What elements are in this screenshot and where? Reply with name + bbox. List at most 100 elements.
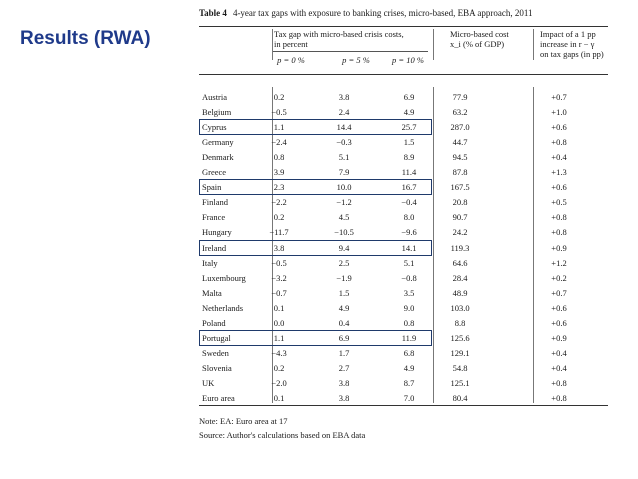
cell-p10: 5.1	[403, 257, 415, 268]
cell-cost: 48.9	[452, 287, 468, 298]
cell-p10: −0.4	[401, 197, 417, 208]
cell-impact: +0.6	[551, 122, 567, 133]
cell-p0: 3.9	[273, 167, 285, 178]
cell-p10: 1.5	[403, 137, 415, 148]
cell-p0: −2.4	[271, 137, 287, 148]
cell-p0: −3.2	[271, 272, 287, 283]
rule-bottom	[199, 405, 608, 406]
table-row: Hungary −11.7 −10.5 −9.6 24.2 +0.8	[199, 225, 608, 240]
table-note: Note: EA: Euro area at 17	[199, 416, 288, 426]
cell-p10: −9.6	[401, 227, 417, 238]
cell-p0: 0.2	[273, 362, 285, 373]
cell-cost: 125.6	[450, 332, 470, 343]
cell-p5: −1.9	[336, 272, 352, 283]
cell-impact: +0.8	[551, 137, 567, 148]
cell-p0: −2.2	[271, 197, 287, 208]
cell-p5: 2.4	[338, 107, 350, 118]
table-row: Sweden −4.3 1.7 6.8 129.1 +0.4	[199, 346, 608, 361]
header-divider	[533, 29, 534, 60]
table-row: Cyprus 1.1 14.4 25.7 287.0 +0.6	[199, 120, 608, 135]
cell-country: Belgium	[202, 107, 232, 118]
cell-country: Greece	[202, 167, 227, 178]
header-cost: Micro-based cost x_i (% of GDP)	[450, 29, 509, 49]
header-cost-line2: x_i (% of GDP)	[450, 39, 505, 49]
cell-cost: 64.6	[452, 257, 468, 268]
cell-country: Cyprus	[202, 122, 227, 133]
cell-country: Netherlands	[202, 302, 244, 313]
cell-country: Austria	[202, 92, 228, 102]
cell-country: UK	[202, 377, 215, 388]
cell-p5: 3.8	[338, 377, 350, 388]
cell-p5: 9.4	[338, 242, 350, 253]
cell-cost: 119.3	[450, 242, 470, 253]
cell-country: Germany	[202, 137, 234, 148]
cell-country: Euro area	[202, 393, 235, 403]
cell-cost: 77.9	[452, 92, 468, 102]
table-row: Greece 3.9 7.9 11.4 87.8 +1.3	[199, 165, 608, 180]
cell-p10: 6.8	[403, 347, 415, 358]
cell-p5: 3.8	[338, 92, 350, 102]
cell-cost: 167.5	[450, 182, 470, 193]
cell-impact: +0.7	[551, 287, 567, 298]
cell-impact: +0.9	[551, 332, 567, 343]
table-row: Netherlands 0.1 4.9 9.0 103.0 +0.6	[199, 301, 608, 316]
highlight-box	[199, 119, 432, 136]
cell-p0: 0.8	[273, 152, 285, 163]
cell-p5: −1.2	[336, 197, 352, 208]
cell-p10: 16.7	[401, 182, 417, 193]
cell-impact: +0.4	[551, 152, 567, 163]
column-divider	[433, 87, 434, 403]
cell-country: Denmark	[202, 152, 234, 163]
header-impact-line1: Impact of a 1 pp	[540, 29, 596, 39]
cell-cost: 24.2	[452, 227, 468, 238]
cell-p10: 8.0	[403, 212, 415, 223]
cell-impact: +0.2	[551, 272, 567, 283]
cell-cost: 44.7	[452, 137, 468, 148]
cell-p10: 14.1	[401, 242, 417, 253]
cell-p0: −2.0	[271, 377, 287, 388]
cell-p0: −0.5	[271, 257, 287, 268]
rule-top	[199, 26, 608, 27]
cell-impact: +1.2	[551, 257, 567, 268]
cell-cost: 287.0	[450, 122, 470, 133]
cell-p10: 25.7	[401, 122, 417, 133]
table-row: Ireland 3.8 9.4 14.1 119.3 +0.9	[199, 241, 608, 256]
cell-p5: 2.7	[338, 362, 350, 373]
cell-p5: −0.3	[336, 137, 352, 148]
cell-p0: 1.1	[273, 332, 285, 343]
cell-impact: +1.3	[551, 167, 567, 178]
cell-p10: 11.9	[401, 332, 417, 343]
header-cost-line1: Micro-based cost	[450, 29, 509, 39]
cell-p0: 0.1	[273, 302, 285, 313]
table-row: France 0.2 4.5 8.0 90.7 +0.8	[199, 210, 608, 225]
table-label: Table 4	[199, 8, 227, 18]
cell-cost: 20.8	[452, 197, 468, 208]
table-row: Portugal 1.1 6.9 11.9 125.6 +0.9	[199, 331, 608, 346]
cell-cost: 129.1	[450, 347, 470, 358]
header-impact: Impact of a 1 pp increase in r − γ on ta…	[540, 29, 604, 59]
cell-p0: −11.7	[269, 227, 289, 238]
highlight-box	[199, 239, 432, 256]
cell-p10: 3.5	[403, 287, 415, 298]
cell-country: Italy	[202, 257, 218, 268]
table-row: Germany −2.4 −0.3 1.5 44.7 +0.8	[199, 135, 608, 150]
header-p0: p = 0 %	[277, 55, 305, 65]
cell-p10: 4.9	[403, 107, 415, 118]
slide-title: Results (RWA)	[20, 28, 151, 49]
rule-header	[199, 74, 608, 75]
header-divider	[272, 29, 273, 60]
cell-p5: 4.5	[338, 212, 350, 223]
cell-p5: 1.7	[338, 347, 350, 358]
table-caption-text: 4-year tax gaps with exposure to banking…	[232, 8, 533, 18]
cell-cost: 54.8	[452, 362, 468, 373]
cell-p0: 0.1	[273, 393, 285, 403]
cell-cost: 90.7	[452, 212, 468, 223]
header-impact-line2: increase in r − γ	[540, 39, 595, 49]
cell-p0: −4.3	[271, 347, 287, 358]
cell-impact: +0.8	[551, 212, 567, 223]
cell-impact: +0.6	[551, 302, 567, 313]
cell-country: Poland	[202, 317, 226, 328]
column-divider	[272, 87, 273, 403]
cell-impact: +0.4	[551, 362, 567, 373]
cell-country: Finland	[202, 197, 228, 208]
